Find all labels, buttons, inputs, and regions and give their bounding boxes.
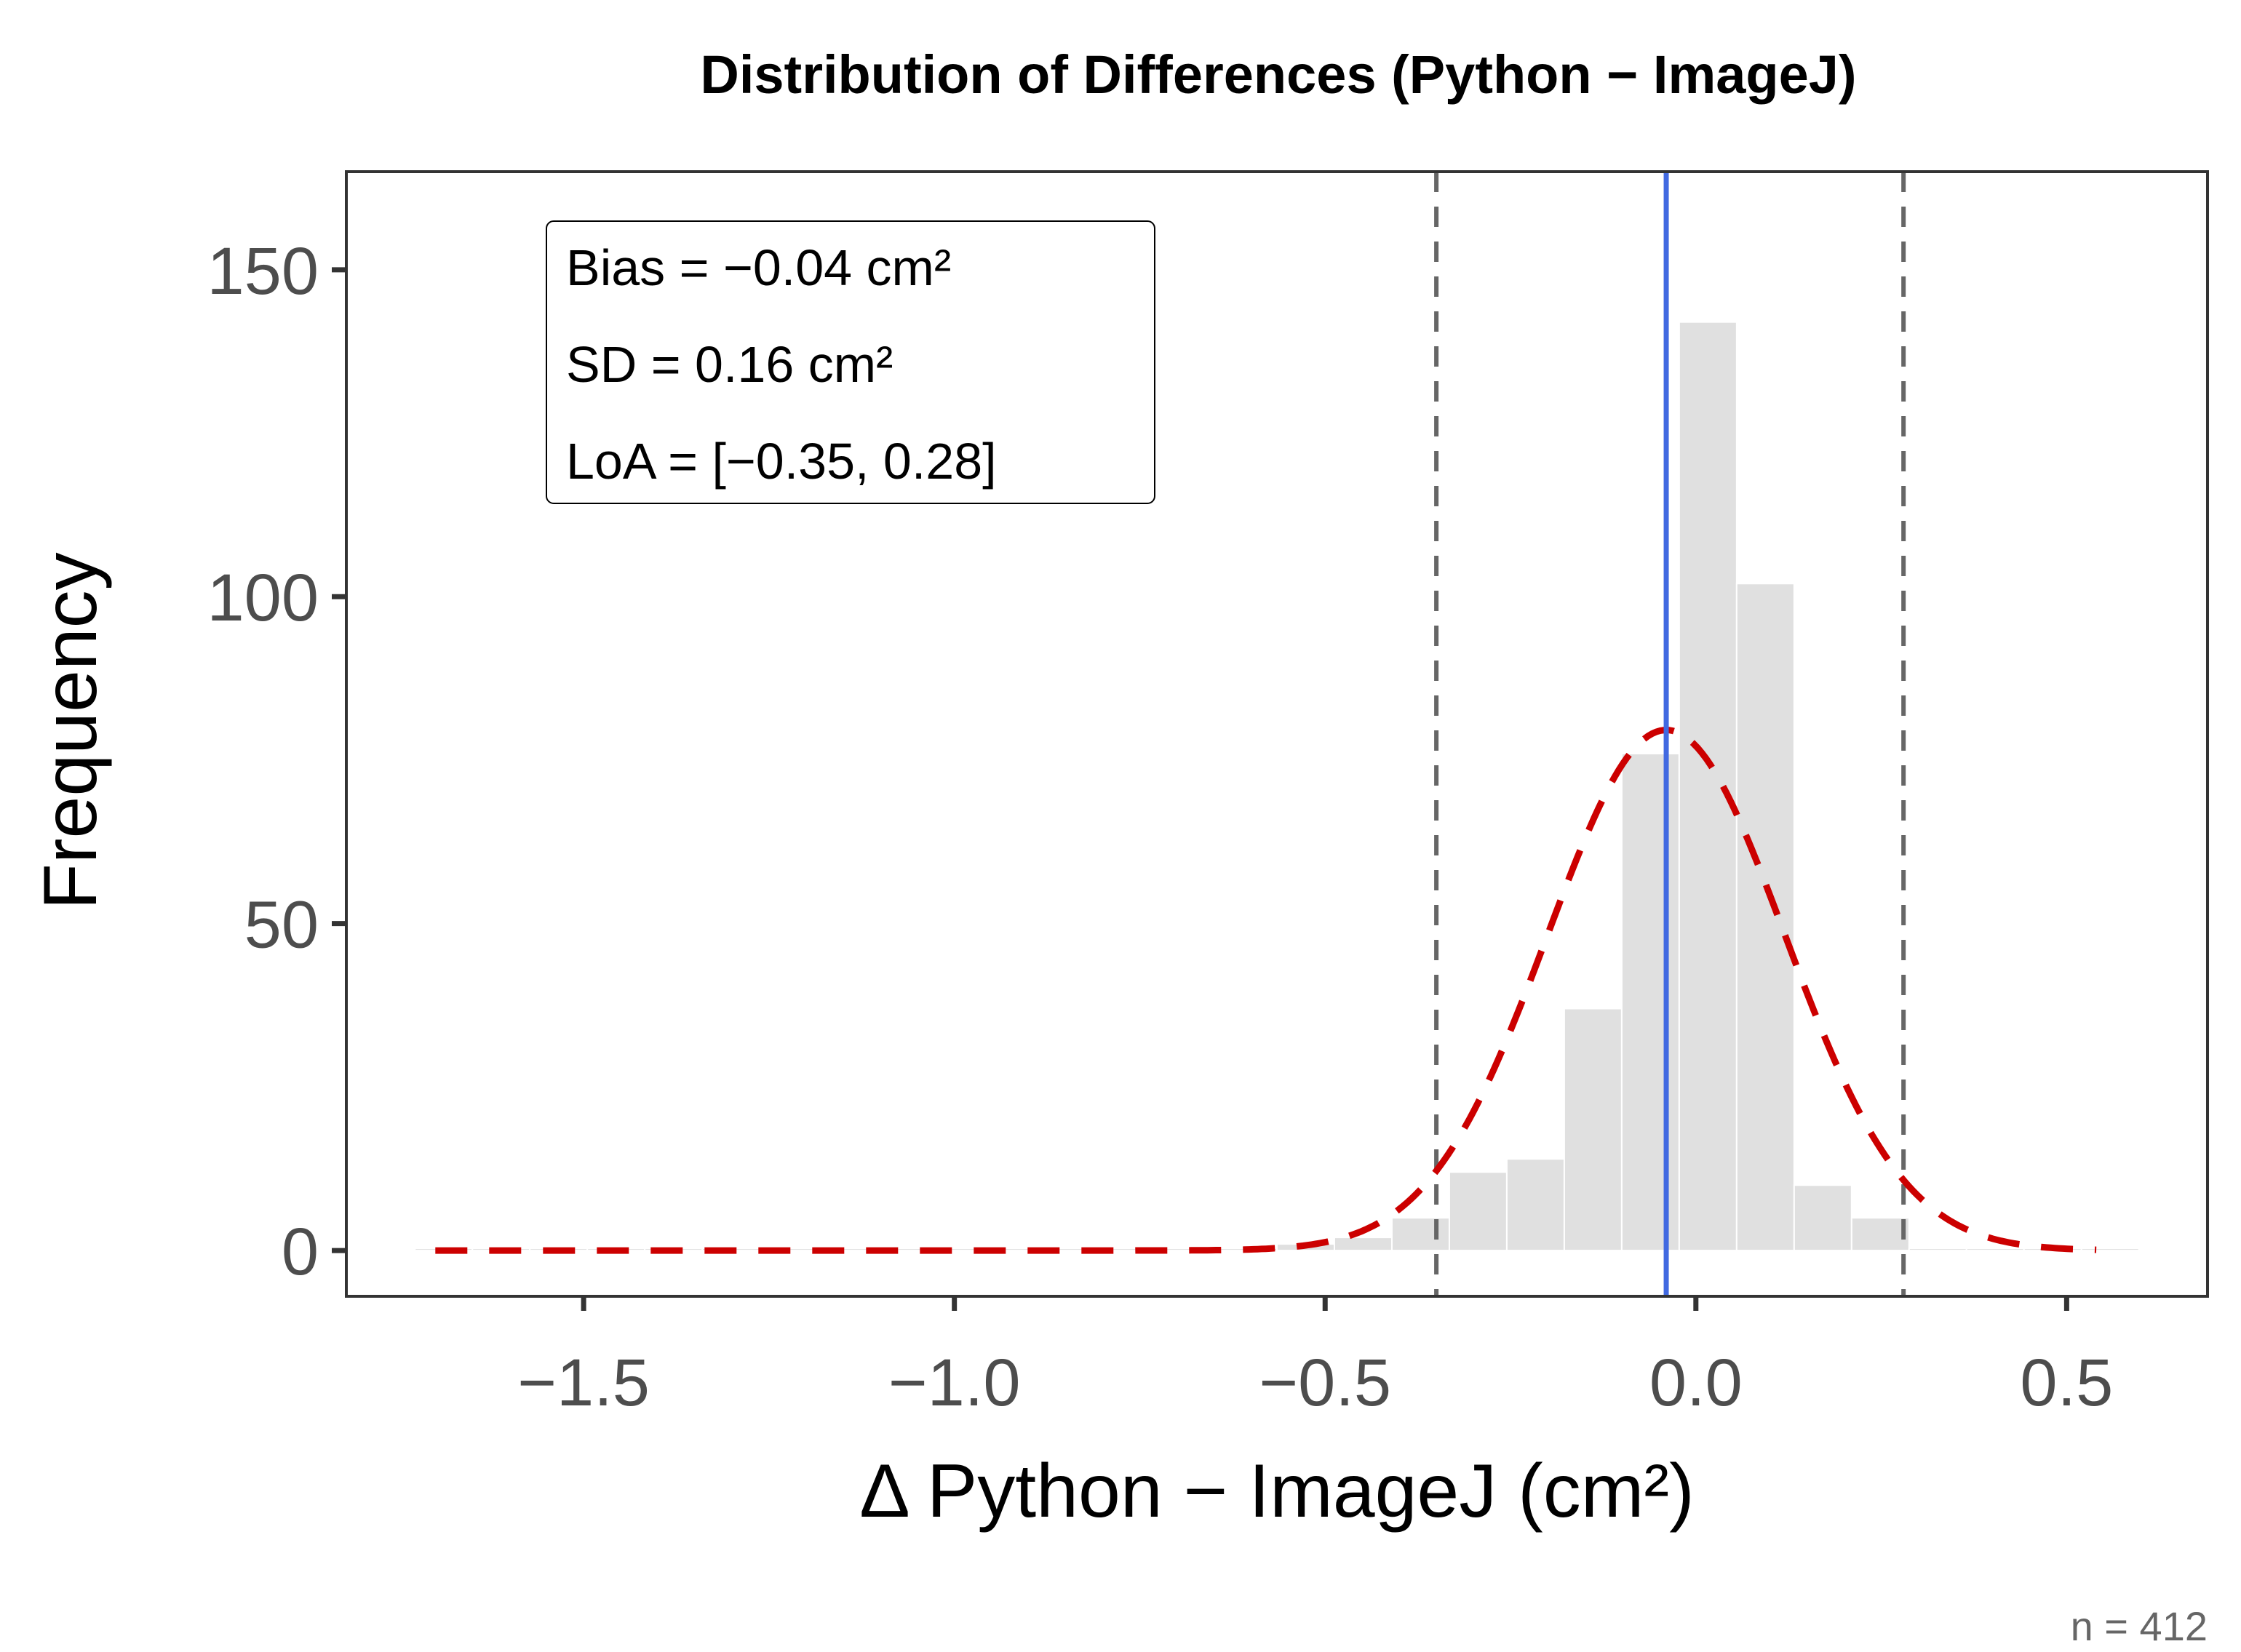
x-tick-label: 0.5 — [2020, 1346, 2113, 1420]
reference-lines — [1434, 172, 1906, 1296]
histogram-bar — [1678, 321, 1738, 1252]
histogram-bar — [1793, 1184, 1852, 1252]
histogram-bar — [2080, 1248, 2140, 1252]
histogram-bar — [1735, 583, 1795, 1252]
histogram-bar — [1563, 1007, 1623, 1252]
y-axis: 0 50 100 150 — [207, 234, 346, 1289]
x-tick-label: 0.0 — [1649, 1346, 1743, 1420]
y-tick-label: 0 — [282, 1215, 319, 1289]
sample-size-caption: n = 412 — [2071, 1603, 2208, 1649]
y-axis-title: Frequency — [28, 552, 113, 909]
x-tick-label: −1.0 — [888, 1346, 1021, 1420]
histogram-bar — [1908, 1248, 1967, 1252]
x-tick-label: −0.5 — [1259, 1346, 1391, 1420]
histogram-bar — [1850, 1217, 1910, 1252]
histogram-bar — [1620, 752, 1680, 1252]
histogram-bar — [1448, 1171, 1508, 1252]
histogram-bar — [1505, 1158, 1565, 1252]
histogram-bar — [1333, 1237, 1393, 1252]
y-tick-label: 150 — [207, 234, 319, 308]
plot-border — [345, 170, 2209, 1298]
histogram-bar — [1390, 1217, 1450, 1252]
histogram-bars — [414, 321, 2140, 1252]
annotation-sd: SD = 0.16 cm² — [566, 336, 893, 393]
annotation-bias: Bias = −0.04 cm² — [566, 239, 951, 296]
chart-title: Distribution of Differences (Python − Im… — [700, 44, 1856, 105]
annotation-loa: LoA = [−0.35, 0.28] — [566, 433, 997, 490]
x-axis: −1.5 −1.0 −0.5 0.0 0.5 — [517, 1296, 2113, 1420]
x-tick-label: −1.5 — [517, 1346, 650, 1420]
stats-annotation: Bias = −0.04 cm² SD = 0.16 cm² LoA = [−0… — [546, 220, 1155, 504]
x-axis-title: Δ Python − ImageJ (cm²) — [859, 1449, 1694, 1533]
histogram-bar — [1965, 1248, 2025, 1252]
annotation-frame — [546, 220, 1155, 504]
y-tick-label: 100 — [207, 561, 319, 635]
y-tick-label: 50 — [244, 888, 319, 962]
normal-curve — [435, 727, 2097, 1254]
